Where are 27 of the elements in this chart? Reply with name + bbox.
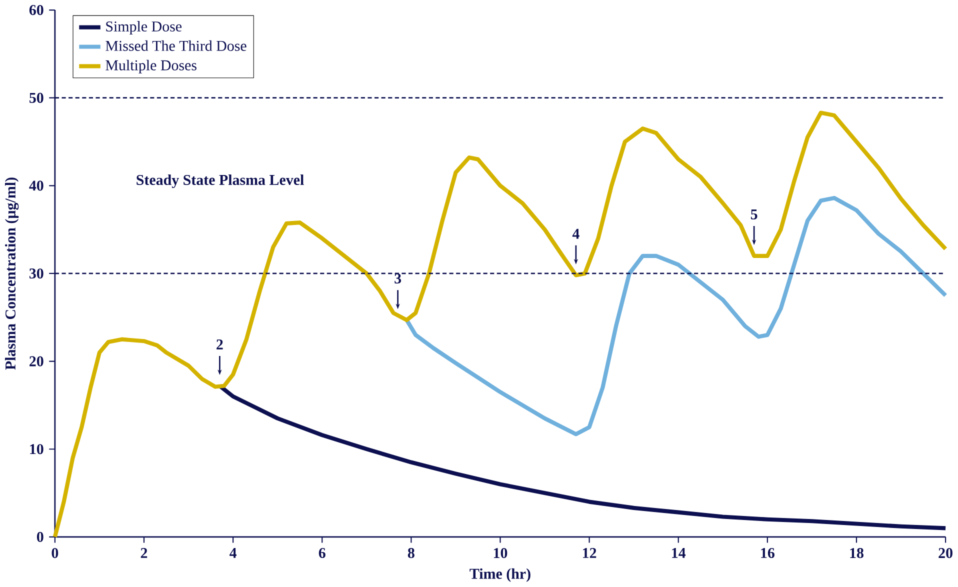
- x-tick-label: 18: [850, 548, 864, 558]
- y-tick-label: 10: [30, 444, 44, 454]
- y-axis-title: Plasma Concentration (µg/ml): [5, 178, 19, 370]
- y-tick-label: 20: [30, 356, 44, 366]
- legend-label: Multiple Doses: [106, 60, 196, 74]
- legend-label: Missed The Third Dose: [106, 40, 246, 52]
- x-tick-label: 2: [140, 548, 148, 558]
- y-tick-label: 60: [29, 5, 44, 16]
- x-tick-label: 4: [230, 548, 237, 558]
- y-tick-label: 40: [29, 180, 44, 191]
- x-axis-title: Time (hr): [470, 568, 530, 582]
- annotation: Steady State Plasma Level: [136, 174, 304, 188]
- y-tick-label: 30: [29, 268, 44, 279]
- annotation: 4: [572, 228, 580, 239]
- x-tick-label: 0: [52, 548, 58, 558]
- x-tick-label: 20: [938, 548, 952, 558]
- x-tick-label: 6: [318, 548, 326, 558]
- x-tick-label: 10: [494, 548, 508, 558]
- y-tick-label: 0: [36, 532, 44, 542]
- annotation: 5: [750, 210, 758, 220]
- x-tick-label: 14: [672, 548, 686, 558]
- x-tick-label: 16: [761, 548, 774, 558]
- legend-label: Simple Dose: [106, 21, 182, 35]
- x-tick-label: 12: [583, 548, 596, 558]
- y-tick-label: 50: [30, 92, 44, 103]
- annotation: 2: [216, 340, 223, 350]
- x-tick-label: 8: [408, 548, 414, 558]
